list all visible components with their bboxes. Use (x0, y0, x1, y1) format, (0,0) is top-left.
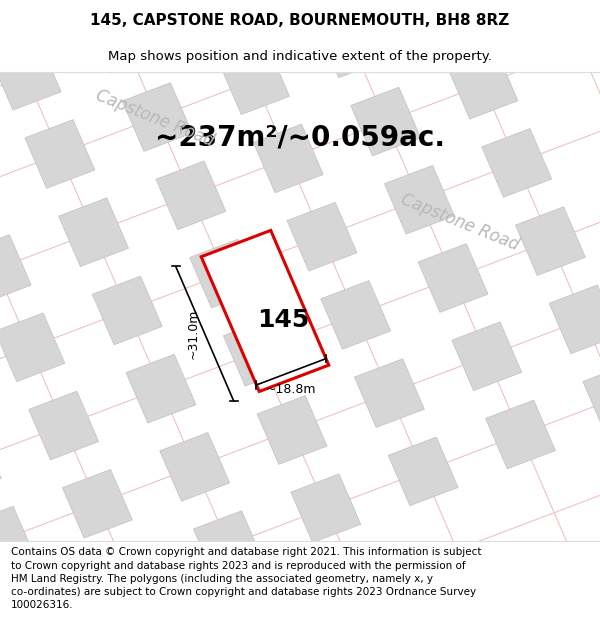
Polygon shape (156, 161, 226, 229)
Polygon shape (321, 281, 391, 349)
Polygon shape (96, 548, 166, 616)
Polygon shape (388, 437, 458, 506)
Text: 145: 145 (257, 308, 309, 332)
Polygon shape (186, 0, 256, 36)
Text: ~31.0m: ~31.0m (186, 309, 199, 359)
Polygon shape (62, 469, 133, 538)
Polygon shape (0, 235, 31, 303)
Polygon shape (0, 313, 65, 382)
Polygon shape (257, 396, 327, 464)
Polygon shape (89, 4, 158, 73)
Text: ~237m²/~0.059ac.: ~237m²/~0.059ac. (155, 124, 445, 151)
Polygon shape (59, 198, 128, 266)
Polygon shape (193, 511, 263, 579)
Text: Capstone Road: Capstone Road (398, 190, 522, 254)
Polygon shape (126, 354, 196, 423)
Polygon shape (0, 41, 61, 110)
Polygon shape (291, 474, 361, 542)
Polygon shape (452, 322, 522, 391)
Polygon shape (414, 0, 484, 41)
Polygon shape (485, 400, 556, 469)
Polygon shape (515, 207, 586, 276)
Polygon shape (350, 88, 421, 156)
Polygon shape (549, 285, 600, 354)
Polygon shape (583, 363, 600, 432)
Polygon shape (0, 506, 35, 575)
Polygon shape (0, 584, 68, 625)
Polygon shape (29, 391, 98, 460)
Polygon shape (122, 82, 192, 151)
Polygon shape (418, 244, 488, 312)
Text: Contains OS data © Crown copyright and database right 2021. This information is : Contains OS data © Crown copyright and d… (11, 548, 481, 610)
Polygon shape (355, 359, 424, 428)
Polygon shape (0, 428, 1, 497)
Polygon shape (385, 166, 454, 234)
Text: ~18.8m: ~18.8m (266, 383, 316, 396)
Polygon shape (190, 239, 260, 308)
Polygon shape (253, 124, 323, 192)
Polygon shape (25, 119, 95, 188)
Polygon shape (92, 276, 162, 345)
Polygon shape (223, 318, 293, 386)
Text: 145, CAPSTONE ROAD, BOURNEMOUTH, BH8 8RZ: 145, CAPSTONE ROAD, BOURNEMOUTH, BH8 8RZ (91, 12, 509, 28)
Polygon shape (201, 231, 329, 391)
Text: Capstone Road: Capstone Road (93, 87, 217, 151)
Polygon shape (160, 432, 230, 501)
Polygon shape (448, 51, 518, 119)
Text: Map shows position and indicative extent of the property.: Map shows position and indicative extent… (108, 49, 492, 62)
Polygon shape (482, 129, 551, 198)
Polygon shape (220, 46, 290, 114)
Polygon shape (317, 9, 387, 78)
Polygon shape (287, 202, 357, 271)
